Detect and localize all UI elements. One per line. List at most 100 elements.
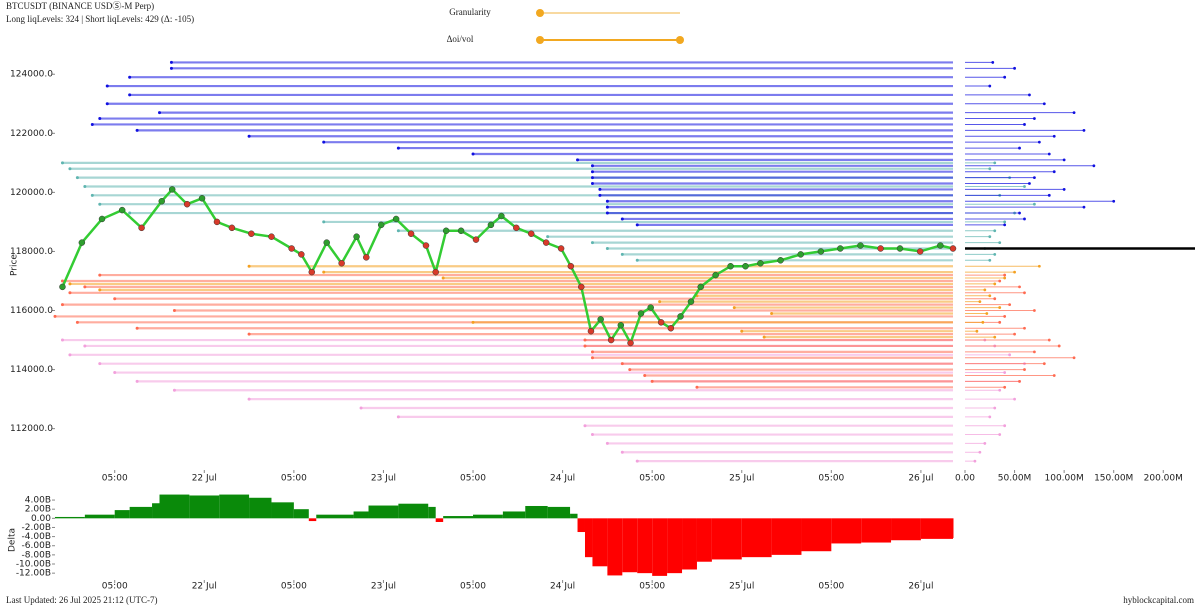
liq-level-start: [620, 450, 624, 454]
liq-level-start: [762, 335, 766, 339]
price-point: [487, 221, 495, 229]
liq-level-start: [75, 176, 79, 180]
delta-bar: [368, 505, 399, 519]
delta-bar: [696, 518, 712, 562]
price-point: [657, 319, 665, 326]
y-tick-label: 116000.0: [10, 306, 53, 316]
price-point: [542, 239, 550, 246]
delta-bar: [152, 503, 160, 519]
delta-bar: [308, 518, 317, 522]
footer-site: hyblockcapital.com: [1123, 595, 1194, 605]
liq-size-dot: [1008, 303, 1012, 307]
liq-level-start: [128, 211, 132, 215]
liq-size-dot: [1018, 146, 1021, 150]
price-point: [268, 233, 275, 240]
liq-size-dot: [1052, 374, 1056, 377]
liq-level-start: [172, 388, 176, 392]
liq-level-start: [635, 258, 639, 262]
delta-bar: [502, 511, 526, 519]
liq-size-dot: [1023, 185, 1026, 188]
price-point: [198, 195, 206, 202]
y-tick-label: 0.00: [31, 514, 51, 524]
x-tick-label: 05:00: [818, 582, 844, 592]
delta-bar: [353, 511, 369, 519]
liq-size-dot: [1028, 182, 1031, 185]
x-tick-label: 05:00: [639, 582, 665, 592]
liq-level-start: [98, 273, 102, 277]
liq-size-dot: [988, 84, 992, 88]
price-point: [513, 224, 520, 232]
slider-knob[interactable]: [536, 9, 544, 17]
liq-level-start: [583, 338, 587, 342]
x-tick-label: 24 Jul: [550, 582, 575, 592]
liq-size-dot: [998, 279, 1002, 283]
x-tick-label: 05:00: [281, 474, 307, 484]
price-point: [158, 197, 165, 205]
liq-size-dot: [993, 297, 997, 301]
liq-level-start: [359, 406, 363, 410]
liq-level-start: [396, 229, 400, 233]
price-point: [353, 233, 360, 240]
liq-size-dot: [1052, 170, 1056, 174]
delta-bar: [682, 518, 697, 570]
liq-level-start: [60, 338, 64, 342]
x-tick-label: 22 Jul: [192, 474, 217, 484]
liq-size-dot: [1112, 199, 1116, 203]
liq-size-dot: [1047, 193, 1051, 197]
price-point: [168, 186, 176, 193]
x-tick-label: 22 Jul: [192, 582, 217, 592]
delta-bar: [398, 503, 429, 519]
slider-knob[interactable]: [536, 36, 544, 44]
liq-size-dot: [1032, 176, 1036, 180]
price-point: [757, 260, 764, 267]
delta-bar: [570, 513, 578, 519]
x-tick-label: 23 Jul: [371, 474, 396, 484]
liq-size-dot: [1023, 291, 1026, 295]
delta-bar: [771, 518, 802, 555]
delta-bar: [652, 518, 668, 576]
liq-level-start: [590, 433, 594, 437]
y-tick-label: 122000.0: [10, 129, 53, 139]
liq-size-dot: [1003, 385, 1007, 389]
y-tick-label: -12.00B: [16, 569, 51, 579]
liq-size-dot: [1047, 338, 1051, 342]
delta-bar: [114, 510, 130, 519]
price-point: [392, 215, 400, 223]
liq-size-dot: [1047, 152, 1051, 156]
liq-size-dot: [1023, 217, 1026, 221]
delta-bar: [159, 494, 190, 519]
slider-knob[interactable]: [676, 36, 684, 44]
liq-size-dot: [993, 282, 997, 286]
liq-size-dot: [1057, 344, 1061, 348]
delta-bar: [861, 518, 892, 543]
liq-size-dot: [991, 61, 995, 64]
price-point: [597, 316, 604, 323]
liq-level-start: [605, 205, 609, 209]
liq-level-start: [583, 424, 587, 428]
x-tick-label: 05:00: [102, 582, 128, 592]
liq-size-dot: [988, 415, 992, 419]
x-tick-label: 26 Jul: [908, 582, 933, 592]
price-point: [677, 313, 684, 320]
liq-level-start: [135, 326, 139, 330]
liq-level-start: [128, 75, 132, 79]
y-tick-label: -6.00B: [22, 541, 51, 551]
liq-level-start: [135, 379, 139, 383]
control-label: Δoi/vol: [447, 34, 474, 44]
liq-size-dot: [981, 320, 985, 324]
delta-bar: [622, 518, 638, 573]
y-tick-label: 120000.0: [10, 188, 53, 198]
liq-size-dot: [998, 320, 1002, 324]
liq-level-start: [658, 300, 662, 304]
liq-level-start: [322, 270, 326, 274]
delta-bar: [584, 518, 593, 558]
liq-size-dot: [975, 329, 979, 333]
delta-bar: [525, 505, 548, 519]
liq-size-dot: [1082, 205, 1086, 209]
liq-size-dot: [998, 306, 1002, 309]
delta-bar: [293, 509, 309, 519]
liq-size-dot: [1003, 75, 1007, 79]
liq-size-dot: [1052, 134, 1056, 138]
y-tick-label: 118000.0: [10, 247, 53, 257]
liq-size-dot: [973, 459, 977, 463]
